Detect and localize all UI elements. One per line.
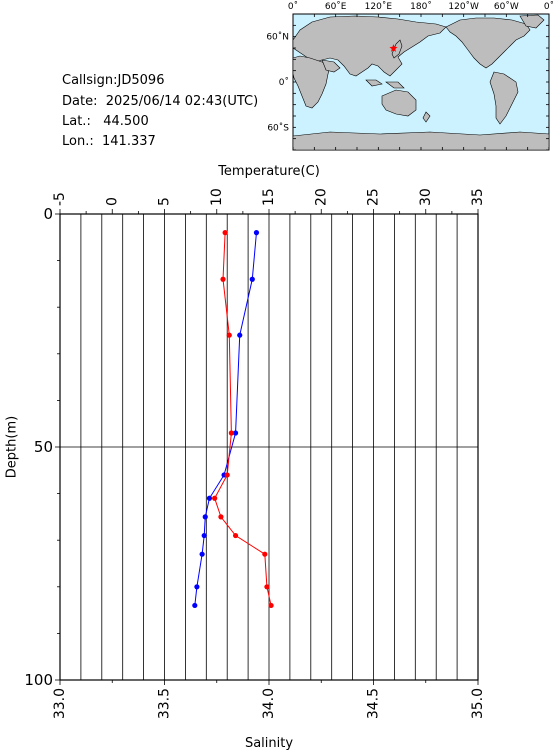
land-japan [391,39,403,59]
map-lon-label: 120˚E [365,1,393,12]
date-line: Date: 2025/06/14 02:43(UTC) [62,94,258,109]
map-ticks [292,13,550,151]
salinity-point [264,584,270,590]
salinity-point [232,532,239,539]
lon-value: 141.337 [102,134,156,149]
map-lon-label: 0˚ [288,1,298,12]
salinity-point [218,514,224,520]
lon-line: Lon.: 141.337 [62,134,156,149]
land-indonesia [365,79,405,89]
temperature-point [237,332,243,338]
lon-label: Lon.: [62,134,94,149]
map-land [292,14,550,151]
salinity-tick-label: 35.0 [470,688,486,719]
depth-tick-label: 100 [24,671,53,689]
land-arabia [321,59,341,73]
salinity-axis: 33.0 33.5 34.0 34.5 35.0 [52,680,486,719]
temperature-point [192,602,198,609]
chart-series [192,230,274,609]
salinity-point [222,230,228,236]
callsign-line: Callsign:JD5096 [62,73,164,88]
temperature-point [206,495,213,501]
temperature-point [202,514,208,520]
temperature-line [194,232,257,606]
date-label: Date: [62,94,98,109]
depth-axis-title: Depth(m) [5,416,20,478]
land-north-america [445,17,531,69]
salinity-point [268,602,274,609]
temperature-point [194,584,200,590]
date-value: 2025/06/14 02:43(UTC) [105,94,259,109]
depth-axis: 0 50 100 [24,205,60,689]
temperature-axis: -5 0 5 10 15 20 25 30 35 [52,188,486,214]
lat-label: Lat.: [62,114,91,129]
callsign-label: Callsign: [62,73,118,88]
salinity-point [212,495,218,501]
salinity-point [220,276,226,282]
map-longitude-labels: 0˚ 60˚E 120˚E 180˚ 120˚W 60˚W 0˚ [288,1,553,12]
map-lat-label: 0˚ [279,77,289,88]
temperature-tick-label: 0 [104,197,120,206]
map-lon-label: 120˚W [448,1,479,12]
temperature-point [199,551,205,557]
map-lon-label: 180˚ [410,1,432,12]
temperature-tick-label: 15 [261,188,277,206]
lat-line: Lat.: 44.500 [62,114,149,129]
temperature-tick-label: 10 [209,188,225,206]
map-lat-label: 60˚S [267,122,289,133]
station-marker [389,44,398,52]
temperature-point [232,430,239,436]
salinity-tick-label: 34.0 [261,688,277,719]
station-marker-icon [389,44,398,52]
temperature-point [253,230,260,236]
salinity-tick-label: 33.5 [157,688,173,719]
temperature-tick-label: 25 [366,188,382,206]
temperature-tick-label: 20 [313,188,329,206]
salinity-point [262,551,268,557]
map-latitude-labels: 60˚N 0˚ 60˚S [266,32,289,134]
map-lon-label: 60˚E [325,1,347,12]
salinity-line [214,232,272,606]
temperature-tick-label: -5 [52,192,68,206]
depth-tick-label: 50 [34,438,53,456]
temperature-tick-label: 35 [470,188,486,206]
salinity-tick-label: 33.0 [52,688,68,719]
land-australia [381,89,417,117]
salinity-tick-label: 34.5 [366,688,382,719]
salinity-point [224,472,230,478]
temperature-axis-title: Temperature(C) [217,164,320,179]
temperature-point [249,276,255,282]
lat-value: 44.500 [103,114,149,129]
land-greenland [519,14,545,29]
map-lon-label: 60˚W [494,1,519,12]
land-eurasia [292,15,447,77]
temperature-tick-label: 5 [157,197,173,206]
temperature-point [201,532,207,539]
land-new-zealand [422,111,431,123]
depth-tick-label: 0 [43,205,53,223]
map-lon-label: 0˚ [544,1,553,12]
map-lat-label: 60˚N [266,32,289,43]
chart-grid [60,214,478,680]
land-south-america [489,71,519,125]
world-map: 0˚ 60˚E 120˚E 180˚ 120˚W 60˚W 0˚ 60˚N 0˚ 60˚S [266,1,553,151]
salinity-point [228,430,234,436]
callsign-value: JD5096 [117,73,165,88]
salinity-point [226,332,232,338]
temperature-tick-label: 30 [418,188,434,206]
salinity-axis-title: Salinity [245,736,293,751]
